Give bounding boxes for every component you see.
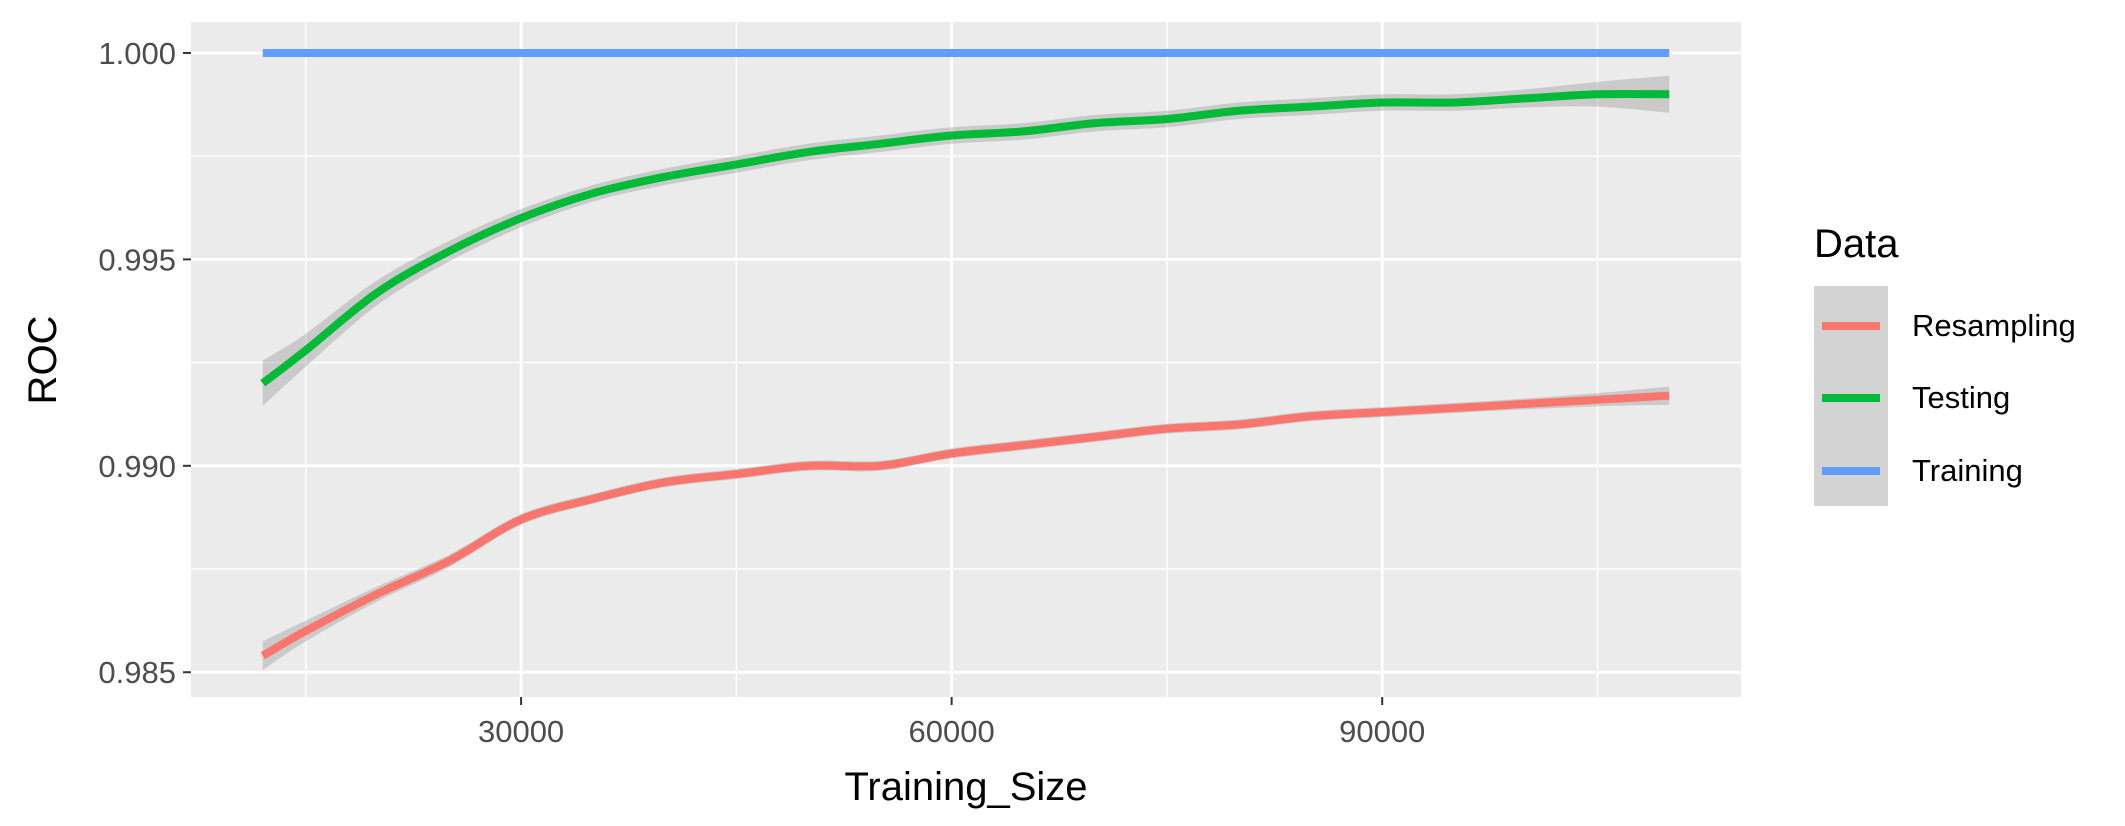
- x-tick-label: 30000: [478, 714, 564, 749]
- series-line-resampling: [260, 391, 1670, 660]
- x-axis-title: Training_Size: [844, 765, 1087, 809]
- x-tick-label: 90000: [1339, 714, 1425, 749]
- y-axis-title: ROC: [21, 316, 65, 405]
- legend-title: Data: [1814, 222, 1899, 266]
- ribbon-testing: [262, 75, 1670, 406]
- legend-label-resampling: Resampling: [1912, 308, 2076, 343]
- legend-label-testing: Testing: [1912, 380, 2010, 415]
- x-axis-ticks: 30000 60000 90000: [478, 697, 1425, 749]
- legend: Data Resampling Testing Training: [1814, 222, 2076, 506]
- minor-gridlines: [191, 22, 1741, 697]
- y-axis-ticks: 0.985 0.990 0.995 1.000: [98, 36, 191, 690]
- confidence-ribbons: [262, 75, 1670, 671]
- legend-keys: [1822, 322, 1880, 475]
- legend-label-training: Training: [1912, 453, 2023, 488]
- y-tick-label: 0.985: [98, 655, 176, 690]
- plot-panel: [191, 22, 1741, 697]
- y-tick-label: 0.990: [98, 449, 176, 484]
- series-line-testing: [260, 89, 1670, 387]
- y-tick-label: 0.995: [98, 242, 176, 277]
- y-tick-label: 1.000: [98, 36, 176, 71]
- x-tick-label: 60000: [909, 714, 995, 749]
- series-lines: [260, 48, 1670, 660]
